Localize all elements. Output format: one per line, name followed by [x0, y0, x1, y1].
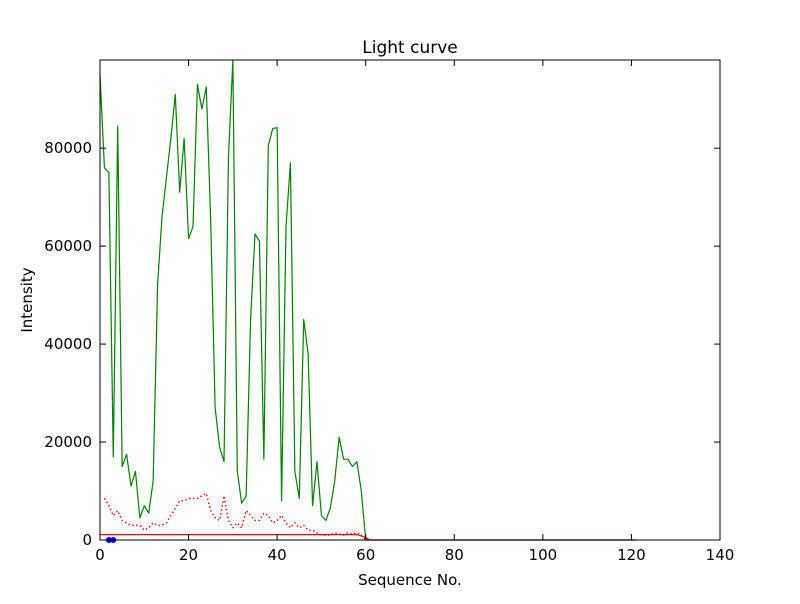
x-axis-label: Sequence No.: [358, 571, 462, 589]
y-axis-label: Intensity: [18, 267, 36, 332]
plot-frame: [99, 59, 721, 541]
x-tick-label: 0: [95, 546, 105, 564]
ticks-layer: 0 20 40 60 80 100 120 140 0 20000 40000 60000 80000: [44, 60, 734, 564]
chart-title: Light curve: [362, 38, 457, 58]
x-tick-label: 20: [179, 546, 198, 564]
y-tick-label: 80000: [44, 139, 92, 157]
x-tick-label: 40: [268, 546, 287, 564]
x-tick-label: 80: [445, 546, 464, 564]
y-tick-label: 40000: [44, 335, 92, 353]
y-tick-label: 0: [82, 531, 92, 549]
x-tick-label: 100: [529, 546, 558, 564]
y-tick-label: 60000: [44, 237, 92, 255]
x-tick-label: 120: [617, 546, 646, 564]
y-tick-label: 20000: [44, 433, 92, 451]
x-tick-label: 60: [356, 546, 375, 564]
x-tick-label: 140: [706, 546, 735, 564]
